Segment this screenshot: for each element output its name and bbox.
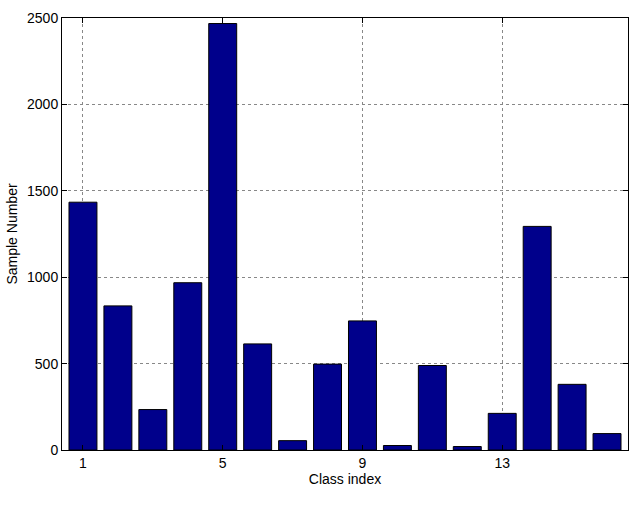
svg-text:Class index: Class index xyxy=(309,471,381,487)
svg-text:Fig. 3. Number of samples for: Fig. 3. Number of samples for each class… xyxy=(121,528,477,530)
svg-text:9: 9 xyxy=(359,455,367,471)
svg-text:Sample Number: Sample Number xyxy=(4,183,20,284)
svg-text:2500: 2500 xyxy=(27,10,58,26)
svg-text:13: 13 xyxy=(494,455,510,471)
svg-text:5: 5 xyxy=(219,455,227,471)
svg-text:0: 0 xyxy=(50,442,58,458)
svg-text:1: 1 xyxy=(79,455,87,471)
svg-text:1000: 1000 xyxy=(27,269,58,285)
svg-text:500: 500 xyxy=(35,356,59,372)
svg-text:2000: 2000 xyxy=(27,96,58,112)
svg-text:1500: 1500 xyxy=(27,183,58,199)
